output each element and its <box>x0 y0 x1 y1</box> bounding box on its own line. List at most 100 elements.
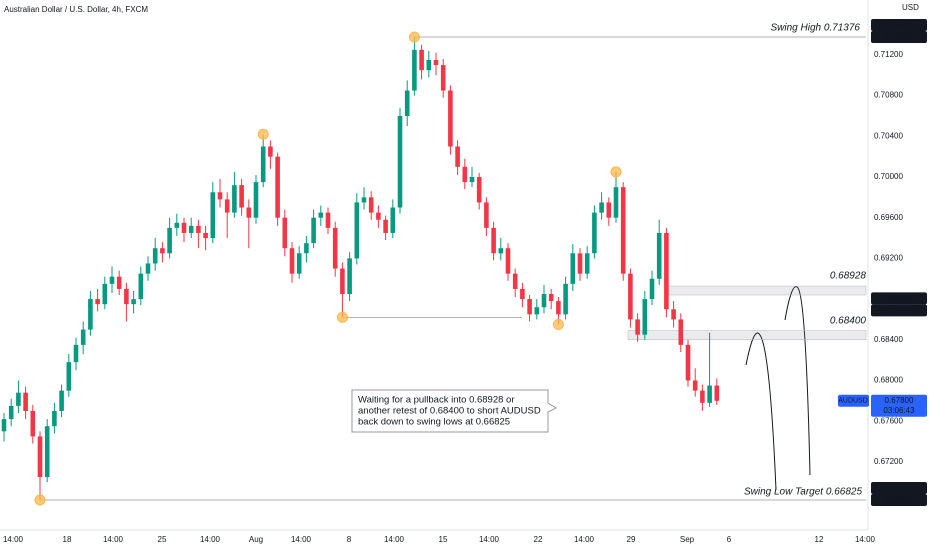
candle-body <box>714 385 720 401</box>
x-tick-label: 8 <box>347 535 352 544</box>
candle-body <box>664 232 669 310</box>
swing-point <box>336 311 348 323</box>
candle-body <box>563 283 568 315</box>
swing-point <box>552 319 564 331</box>
x-tick-label: 29 <box>627 535 636 544</box>
candle-body <box>656 232 662 279</box>
callout-text: back down to swing lows at 0.66825 <box>358 417 510 428</box>
candle-body <box>260 146 266 183</box>
x-tick-label: 14:00 <box>384 535 405 544</box>
candle-body <box>116 276 122 289</box>
candle-body <box>397 115 403 208</box>
y-tick-label: 0.67200 <box>874 457 903 466</box>
candle-body <box>455 146 460 167</box>
candle-body <box>1 419 7 432</box>
candle-body <box>325 212 331 228</box>
candle-body <box>23 392 28 411</box>
candle-body <box>232 185 237 213</box>
candle-body <box>548 293 554 302</box>
candle-body <box>275 156 280 218</box>
candle-body <box>30 410 36 437</box>
candle-body <box>340 268 345 294</box>
candle-body <box>620 187 626 274</box>
candle-body <box>246 207 252 218</box>
candle-body <box>649 278 655 300</box>
zone <box>667 285 867 296</box>
candle-body <box>440 65 446 91</box>
candle-body <box>368 197 374 213</box>
candle-body <box>628 273 633 320</box>
x-tick-label: 14:00 <box>103 535 124 544</box>
candle-body <box>239 185 244 208</box>
candle-body <box>700 390 705 403</box>
candle-body <box>289 248 295 274</box>
candle-body <box>685 344 691 381</box>
x-tick-label: 18 <box>63 535 72 544</box>
y-tick-label: 0.68400 <box>874 335 903 344</box>
candle-body <box>354 202 360 259</box>
swing-low-label: Swing Low Target 0.66825 <box>744 487 862 498</box>
candle-body <box>462 166 468 183</box>
x-tick-label: 14:00 <box>479 535 500 544</box>
candle-body <box>282 217 288 249</box>
candle-body <box>196 225 201 233</box>
candle-body <box>484 202 489 228</box>
symbol-tag <box>838 394 869 407</box>
candle-body <box>491 227 496 254</box>
zone <box>627 330 867 341</box>
candle-body <box>570 253 576 284</box>
candle-body <box>534 307 540 315</box>
price-label-box <box>871 493 927 506</box>
candle-body <box>188 225 194 233</box>
x-tick-label: 12 <box>815 535 824 544</box>
candle-body <box>304 243 309 254</box>
candle-body <box>80 329 86 345</box>
y-tick-label: 0.70400 <box>874 131 903 140</box>
candle-body <box>167 227 172 254</box>
currency: USD <box>902 3 919 12</box>
candle-body <box>109 276 115 284</box>
swing-high-label: Swing High 0.71376 <box>770 23 860 34</box>
zone-label: 0.68400 <box>830 315 867 326</box>
candle-body <box>44 426 50 478</box>
x-tick-label: 15 <box>439 535 448 544</box>
y-tick-label: 0.67600 <box>874 416 903 425</box>
x-tick-label: Aug <box>249 535 263 544</box>
candle-body <box>59 390 64 411</box>
candle-body <box>520 288 525 300</box>
candle-body <box>707 385 712 403</box>
price-label-box <box>871 31 927 44</box>
symbol-label: AUDUSD <box>838 398 868 405</box>
candle-body <box>181 222 187 233</box>
candle-body <box>16 392 21 406</box>
candle-body <box>476 177 482 203</box>
x-tick-label: 14:00 <box>3 535 24 544</box>
candle-body <box>671 309 676 320</box>
price-label: 0.71376 <box>885 20 914 29</box>
candle-body <box>527 299 532 315</box>
candle-body <box>66 362 72 391</box>
candle-body <box>318 212 324 218</box>
swing-point <box>408 31 420 43</box>
candle-body <box>311 217 316 244</box>
price-label: 0.66825 <box>885 495 914 504</box>
x-tick-label: 22 <box>534 535 543 544</box>
candle-body <box>347 258 352 294</box>
swing-point <box>257 128 269 140</box>
candle-body <box>419 49 424 71</box>
x-tick-label: 25 <box>158 535 167 544</box>
candle-body <box>95 299 100 305</box>
candle-body <box>426 60 432 71</box>
price-label: 0.71376 <box>885 32 914 41</box>
candle-body <box>541 293 547 308</box>
y-tick-label: 0.70800 <box>874 91 903 100</box>
price-label: 0.68689 <box>885 293 914 302</box>
candle-body <box>217 192 223 200</box>
price-label-box <box>871 19 927 32</box>
candle-body <box>145 263 151 274</box>
candle-body <box>404 90 410 116</box>
candle-body <box>52 410 57 427</box>
candle-body <box>606 202 612 218</box>
candle-body <box>635 319 640 335</box>
